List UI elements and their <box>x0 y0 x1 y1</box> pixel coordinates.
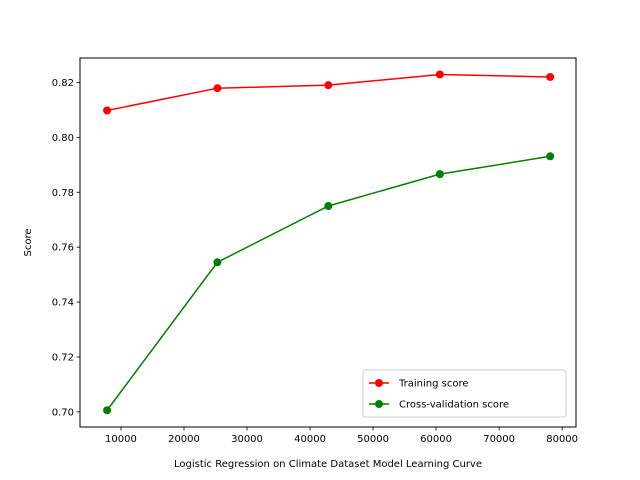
training-score-line <box>106 73 551 112</box>
x-tick-label: 20000 <box>168 434 200 445</box>
legend-box <box>362 369 567 418</box>
cross-validation-score-point <box>435 170 444 179</box>
legend-marker-training-score <box>375 379 383 387</box>
plot-frame <box>79 57 577 428</box>
x-tick-label: 80000 <box>546 434 578 445</box>
training-score-point <box>103 106 112 115</box>
x-tick-label: 60000 <box>420 434 452 445</box>
y-tick-label: 0.70 <box>52 407 74 418</box>
legend: Training score Cross-validation score <box>362 369 567 418</box>
legend-marker-cross-validation-score <box>375 400 383 408</box>
x-tick-label: 50000 <box>357 434 389 445</box>
x-tick-label: 30000 <box>231 434 263 445</box>
plot-markers <box>103 70 555 415</box>
y-tick-label: 0.82 <box>52 78 74 89</box>
cross-validation-score-point <box>213 258 222 267</box>
legend-label-training-score: Training score <box>398 379 469 390</box>
y-tick-label: 0.78 <box>52 188 74 199</box>
x-axis-label: Logistic Regression on Climate Dataset M… <box>174 459 482 470</box>
y-axis-label: Score <box>23 228 34 256</box>
y-axis-ticks: 0.70 0.72 0.74 0.76 0.78 0.80 0.82 <box>52 78 80 418</box>
cross-validation-score-point <box>103 406 112 415</box>
y-tick-label: 0.72 <box>52 352 74 363</box>
x-tick-label: 40000 <box>294 434 326 445</box>
y-tick-label: 0.74 <box>52 298 74 309</box>
cross-validation-score-point <box>546 152 555 161</box>
x-tick-label: 70000 <box>483 434 515 445</box>
legend-label-cross-validation-score: Cross-validation score <box>399 400 509 411</box>
plot-lines <box>106 73 551 411</box>
cross-validation-score-point <box>324 201 333 210</box>
training-score-point <box>213 84 222 93</box>
training-score-point <box>324 81 333 90</box>
x-axis-ticks: 10000 20000 30000 40000 50000 60000 70000 80000 <box>105 427 578 445</box>
y-tick-label: 0.80 <box>52 133 74 144</box>
y-tick-label: 0.76 <box>52 243 74 254</box>
training-score-point <box>435 70 444 79</box>
training-score-point <box>546 72 555 81</box>
x-tick-label: 10000 <box>105 434 137 445</box>
